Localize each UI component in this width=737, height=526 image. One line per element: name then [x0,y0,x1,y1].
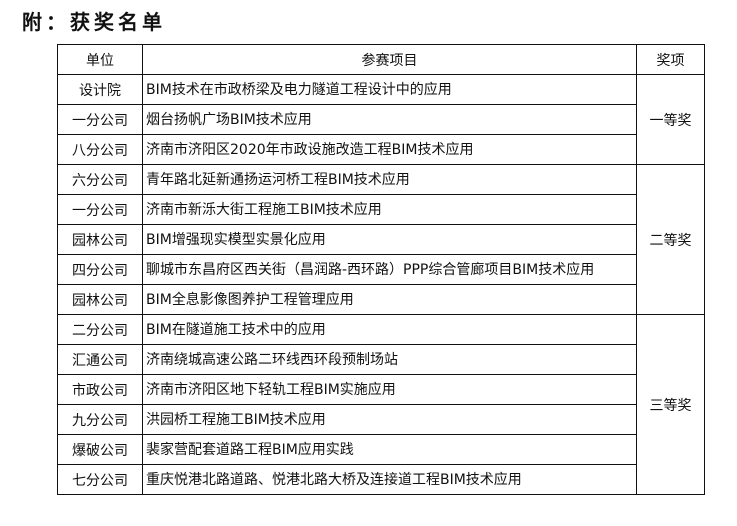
table-row: 六分公司 青年路北延新通扬运河桥工程BIM技术应用 二等奖 [57,164,705,315]
award-table: 单位 参赛项目 奖项 设计院 BIM技术在市政桥梁及电力隧道工程设计中的应用 一等奖… [57,44,705,495]
unit-cell: 七分公司 [57,464,143,495]
table-row: 九分公司 洪园桥工程施工BIM技术应用 [57,404,705,435]
project-cell: 济南市新泺大街工程施工BIM技术应用 [142,194,637,225]
unit-cell: 八分公司 [57,134,143,165]
table-row: 园林公司 BIM全息影像图养护工程管理应用 [57,284,705,315]
project-cell: BIM增强现实模型实景化应用 [142,224,637,255]
unit-cell: 爆破公司 [57,434,143,465]
project-cell: BIM全息影像图养护工程管理应用 [142,284,637,315]
header-unit: 单位 [57,44,143,75]
header-award: 奖项 [636,44,705,75]
project-cell: 济南市济阳区地下轻轨工程BIM实施应用 [142,374,637,405]
unit-cell: 一分公司 [57,104,143,135]
award-cell: 三等奖 [636,314,705,495]
unit-cell: 四分公司 [57,254,143,285]
page-title: 附：获奖名单 [22,10,166,34]
table-row: 设计院 BIM技术在市政桥梁及电力隧道工程设计中的应用 一等奖 [57,74,705,165]
project-cell: 裴家营配套道路工程BIM应用实践 [142,434,637,465]
unit-cell: 二分公司 [57,314,143,345]
award-cell: 二等奖 [636,164,705,315]
header-row: 单位 参赛项目 奖项 [57,44,705,75]
project-cell: 洪园桥工程施工BIM技术应用 [142,404,637,435]
table-row: 一分公司 烟台扬帆广场BIM技术应用 [57,104,705,135]
project-cell: 济南市济阳区2020年市政设施改造工程BIM技术应用 [142,134,637,165]
unit-cell: 园林公司 [57,284,143,315]
table-row: 七分公司 重庆悦港北路道路、悦港北路大桥及连接道工程BIM技术应用 [57,464,705,495]
table-row: 一分公司 济南市新泺大街工程施工BIM技术应用 [57,194,705,225]
project-cell: 聊城市东昌府区西关街（昌润路-西环路）PPP综合管廊项目BIM技术应用 [142,254,637,285]
project-cell: BIM在隧道施工技术中的应用 [142,314,637,345]
project-cell: 烟台扬帆广场BIM技术应用 [142,104,637,135]
unit-cell: 设计院 [57,74,143,105]
project-cell: 济南绕城高速公路二环线西环段预制场站 [142,344,637,375]
award-cell: 一等奖 [636,74,705,165]
table-row: 园林公司 BIM增强现实模型实景化应用 [57,224,705,255]
unit-cell: 一分公司 [57,194,143,225]
project-cell: 青年路北延新通扬运河桥工程BIM技术应用 [142,164,637,195]
table-row: 市政公司 济南市济阳区地下轻轨工程BIM实施应用 [57,374,705,405]
unit-cell: 九分公司 [57,404,143,435]
project-cell: 重庆悦港北路道路、悦港北路大桥及连接道工程BIM技术应用 [142,464,637,495]
unit-cell: 汇通公司 [57,344,143,375]
unit-cell: 六分公司 [57,164,143,195]
table-row: 四分公司 聊城市东昌府区西关街（昌润路-西环路）PPP综合管廊项目BIM技术应用 [57,254,705,285]
table-row: 二分公司 BIM在隧道施工技术中的应用 三等奖 [57,314,705,495]
project-cell: BIM技术在市政桥梁及电力隧道工程设计中的应用 [142,74,637,105]
table-row: 八分公司 济南市济阳区2020年市政设施改造工程BIM技术应用 [57,134,705,165]
unit-cell: 市政公司 [57,374,143,405]
unit-cell: 园林公司 [57,224,143,255]
table-row: 汇通公司 济南绕城高速公路二环线西环段预制场站 [57,344,705,375]
table-row: 爆破公司 裴家营配套道路工程BIM应用实践 [57,434,705,465]
header-project: 参赛项目 [142,44,637,75]
